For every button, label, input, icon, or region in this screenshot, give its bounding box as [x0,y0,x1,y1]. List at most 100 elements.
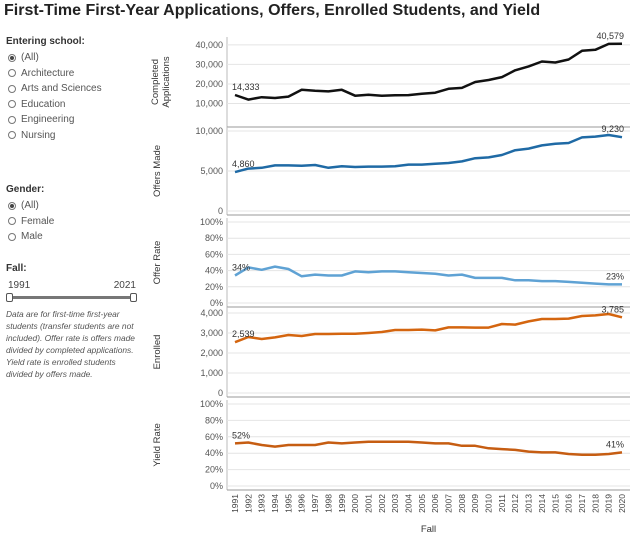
y-tick-label: 100% [200,217,223,227]
y-axis-label: CompletedApplications [150,56,172,107]
radio-icon [8,131,16,139]
radio-icon [8,232,16,241]
x-tick-label: 2005 [417,494,427,513]
x-tick-label: 1993 [257,494,267,513]
radio-icon [8,53,16,62]
y-axis-label-line: Offer Rate [152,241,163,285]
x-tick-label: 1999 [337,494,347,513]
fall-slider-max-handle[interactable] [130,293,137,302]
offer_rate-series-line [234,265,622,286]
school-filter-label: Entering school: [6,36,85,47]
fall-range-values: 1991 2021 [8,280,136,291]
radio-icon [8,115,16,124]
x-tick-label: 2013 [524,494,534,513]
gender-filter-label: Gender: [6,184,45,195]
school-option-nursing[interactable]: Nursing [8,130,55,141]
y-axis-label-line: Enrolled [152,335,163,370]
x-tick-label: 2006 [430,494,440,513]
fall-filter-label: Fall: [6,263,27,274]
y-axis-label-line: Offers Made [152,145,163,197]
y-tick-label: 3,000 [200,328,223,338]
radio-icon [8,69,16,77]
y-tick-label: 10,000 [195,98,223,108]
x-tick-label: 2000 [350,494,360,513]
x-tick-label: 2020 [617,494,627,513]
y-tick-label: 1,000 [200,368,223,378]
fall-min-value: 1991 [8,280,31,291]
x-tick-label: 2012 [510,494,520,513]
x-tick-label: 2015 [550,494,560,513]
y-axis-label-line: Completed [150,59,161,105]
gender-option-female[interactable]: Female [8,216,54,227]
page-title: First-Time First-Year Applications, Offe… [4,2,541,19]
x-tick-label: 1991 [230,494,240,513]
radio-label: Male [21,231,43,242]
y-tick-label: 0 [218,206,223,216]
y-tick-label: 60% [205,249,223,259]
x-tick-label: 1994 [270,494,280,513]
y-tick-label: 0% [210,481,223,491]
end-value-label: 23% [606,271,624,281]
gender-option-male[interactable]: Male [8,231,43,242]
y-axis-label-line: Yield Rate [152,423,163,466]
end-value-label: 40,579 [596,31,624,41]
school-option-education[interactable]: Education [8,99,65,110]
offer_rate-chart: 100% 80% 60% 40% 20% 0% Offer Rate 34% 23% [152,217,630,308]
x-tick-label: 2016 [564,494,574,513]
radio-label: (All) [21,52,39,63]
y-tick-label: 80% [205,233,223,243]
applications-series-line [234,42,623,101]
y-tick-label: 80% [205,415,223,425]
end-value-label: 41% [606,439,624,449]
fall-slider-track[interactable] [6,293,137,302]
y-tick-label: 2,000 [200,348,223,358]
school-option-architecture[interactable]: Architecture [8,68,74,79]
radio-label: Nursing [21,129,56,141]
y-tick-label: 0% [210,298,223,308]
x-tick-label: 2009 [470,494,480,513]
enrolled-series-line [234,312,623,344]
yield-series-line [234,440,623,457]
fall-max-value: 2021 [113,280,136,291]
gender-option-all[interactable]: (All) [8,200,39,211]
y-tick-label: 20,000 [195,79,223,89]
radio-label: (All) [21,200,39,211]
fall-slider-min-handle[interactable] [6,293,13,302]
x-tick-label: 2002 [377,494,387,513]
school-option-all[interactable]: (All) [8,52,39,63]
y-tick-label: 30,000 [195,59,223,69]
x-tick-label: 2007 [444,494,454,513]
x-tick-label: 2018 [590,494,600,513]
radio-icon [8,201,16,210]
y-tick-label: 100% [200,399,223,409]
radio-label: Architecture [21,67,75,79]
x-tick-label: 2001 [363,494,373,513]
y-axis-label: Offers Made [152,145,163,197]
radio-icon [8,217,16,225]
radio-icon [8,84,16,93]
start-value-label: 14,333 [232,82,260,92]
offers-chart: 10,000 5,000 0 Offers Made 4,860 9,230 [152,124,630,216]
x-tick-label: 2017 [577,494,587,513]
x-tick-label: 2003 [390,494,400,513]
x-tick-label: 2014 [537,494,547,513]
y-axis-label: Enrolled [152,335,163,370]
enrolled-chart: 4,000 3,000 2,000 1,000 0 Enrolled 2,539 3,785 [152,304,630,398]
x-tick-label: 1992 [243,494,253,513]
y-tick-label: 60% [205,432,223,442]
y-tick-label: 10,000 [195,126,223,136]
y-tick-label: 40,000 [195,40,223,50]
y-tick-label: 40% [205,266,223,276]
y-tick-label: 20% [205,465,223,475]
x-tick-label: 2011 [497,494,507,513]
yield-chart: 100% 80% 60% 40% 20% 0% Yield Rate 52% 41% [152,399,630,491]
y-tick-label: 20% [205,282,223,292]
y-axis-label: Yield Rate [152,423,163,466]
school-option-arts-and-sciences[interactable]: Arts and Sciences [8,83,102,94]
radio-label: Arts and Sciences [21,83,102,94]
school-option-engineering[interactable]: Engineering [8,114,74,125]
radio-label: Education [21,98,66,110]
x-tick-label: 1997 [310,494,320,513]
y-tick-label: 0 [218,388,223,398]
x-tick-label: 2019 [604,494,614,513]
